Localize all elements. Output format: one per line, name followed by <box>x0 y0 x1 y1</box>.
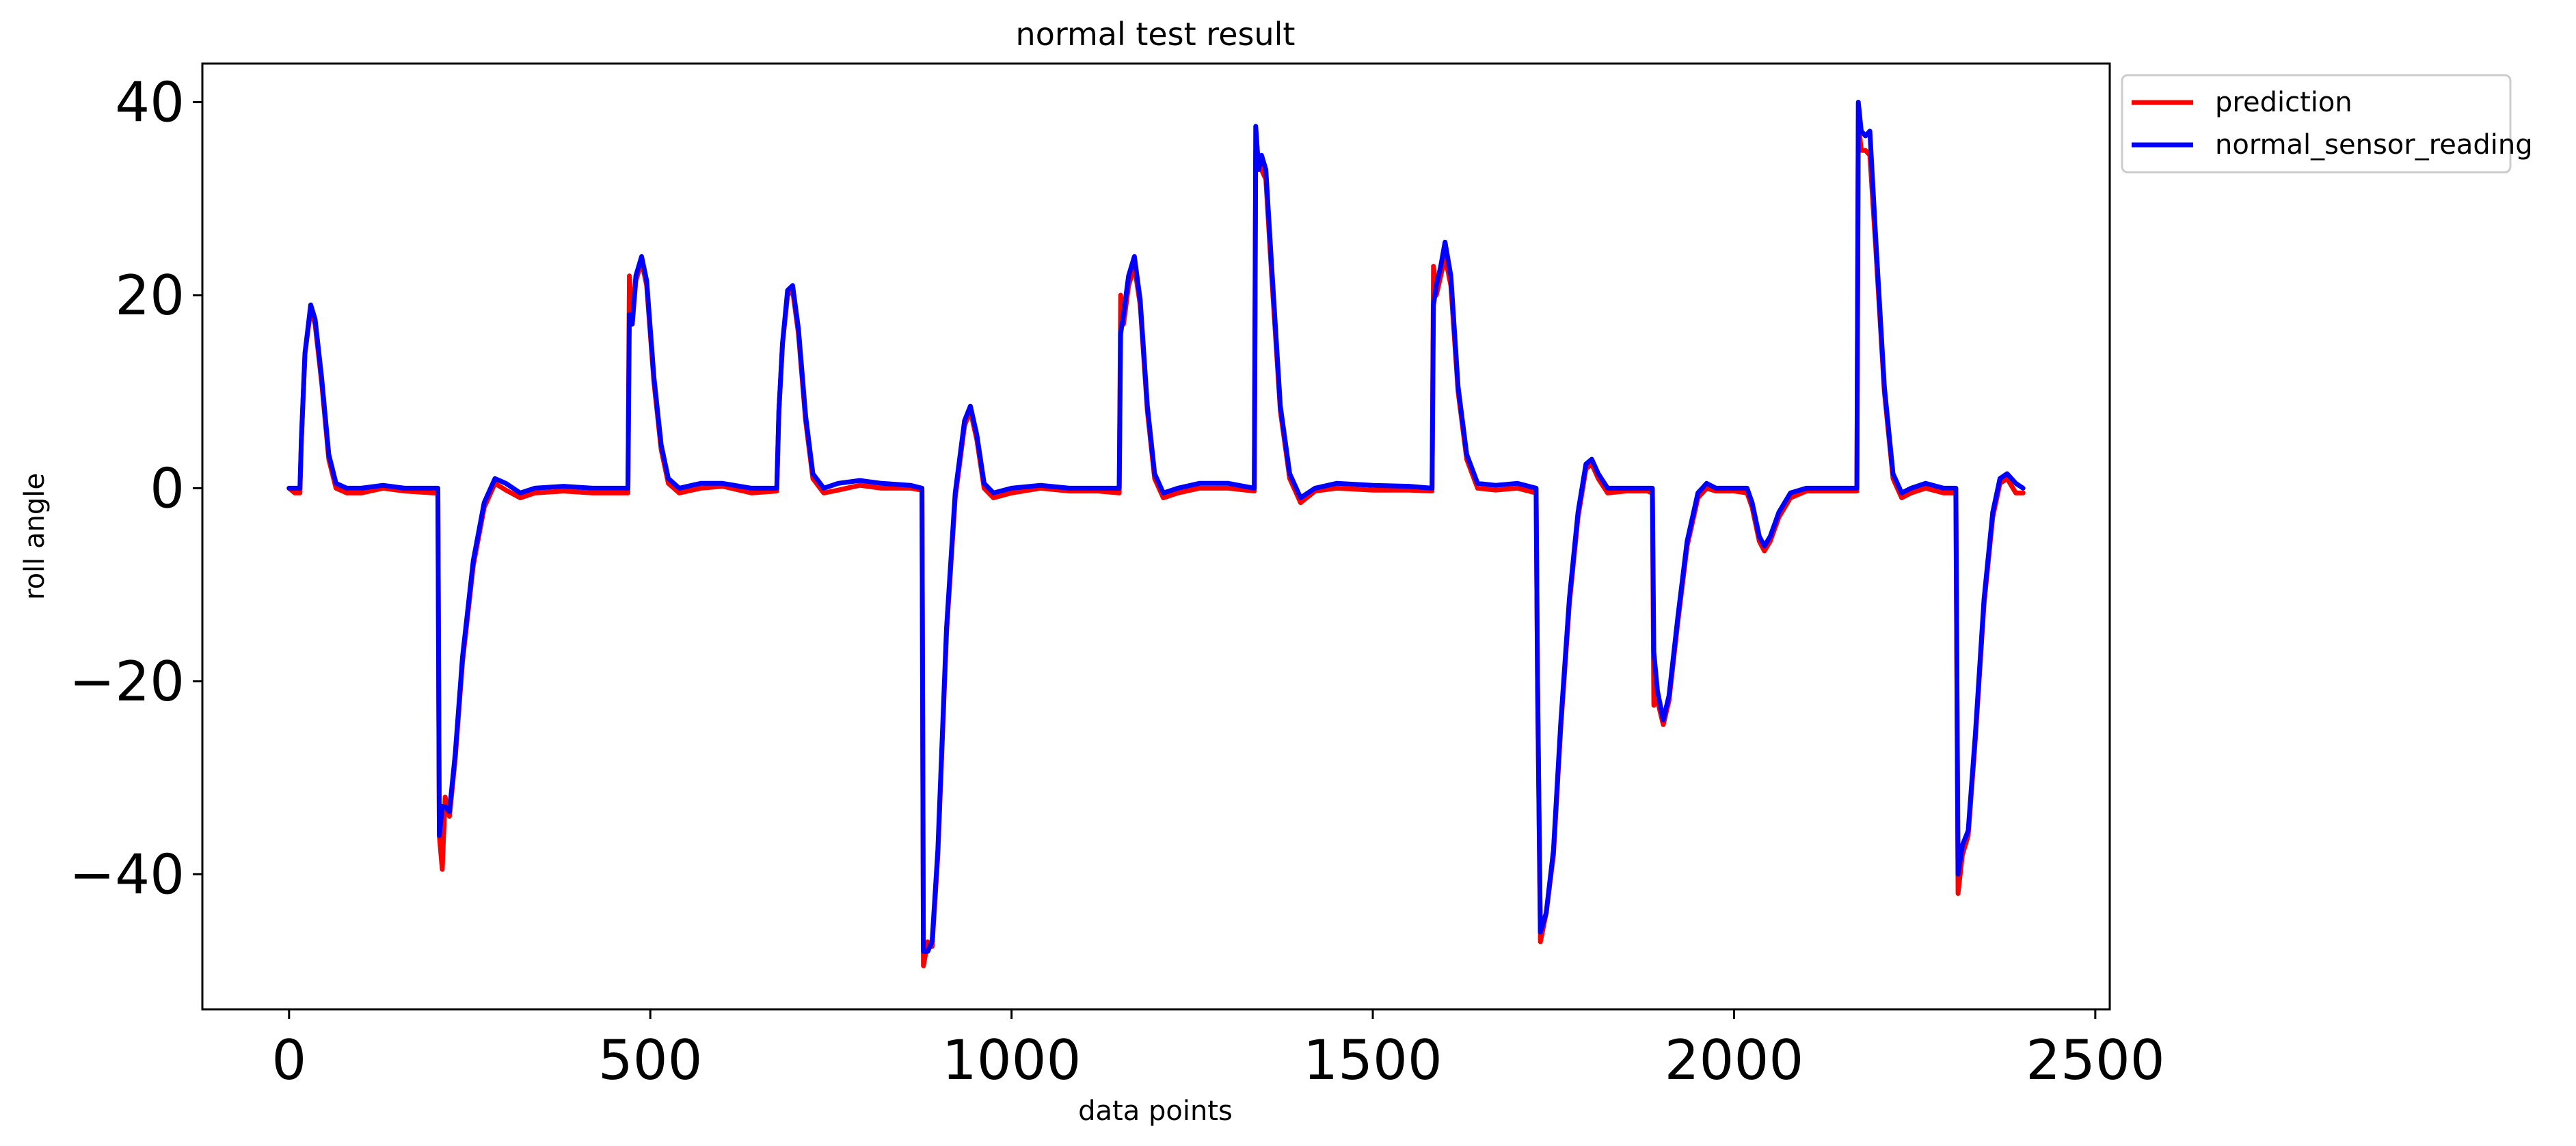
y-tick-label: 40 <box>115 70 185 134</box>
legend-label-prediction: prediction <box>2215 87 2352 118</box>
series-line-normal-sensor-reading <box>286 100 2026 954</box>
series-layer <box>286 100 2026 968</box>
y-axis-label: roll angle <box>19 473 51 600</box>
y-tick-label: −20 <box>69 650 185 713</box>
x-tick-label: 2500 <box>2026 1028 2165 1092</box>
y-tick-label: −40 <box>69 843 185 906</box>
x-tick-label: 1000 <box>942 1028 1082 1092</box>
series-line-prediction <box>286 119 2026 968</box>
legend-label-normal-sensor-reading: normal_sensor_reading <box>2215 129 2533 161</box>
legend-box <box>2121 74 2512 174</box>
y-axis: 40 20 0 −20 −40 <box>69 70 202 906</box>
x-axis: 0 500 1000 1500 2000 2500 <box>271 1009 2165 1092</box>
x-tick-label: 500 <box>598 1028 703 1092</box>
plot-frame <box>201 62 2111 1011</box>
y-tick-label: 0 <box>150 456 185 520</box>
x-tick-label: 1500 <box>1303 1028 1443 1092</box>
plot-area <box>201 62 2111 1011</box>
chart-title: normal test result <box>1016 16 1296 53</box>
x-axis-label: data points <box>1078 1095 1233 1127</box>
legend: prediction normal_sensor_reading <box>2121 74 2533 174</box>
x-tick-label: 2000 <box>1665 1028 1804 1092</box>
x-tick-label: 0 <box>271 1028 306 1092</box>
y-tick-label: 20 <box>115 264 185 327</box>
